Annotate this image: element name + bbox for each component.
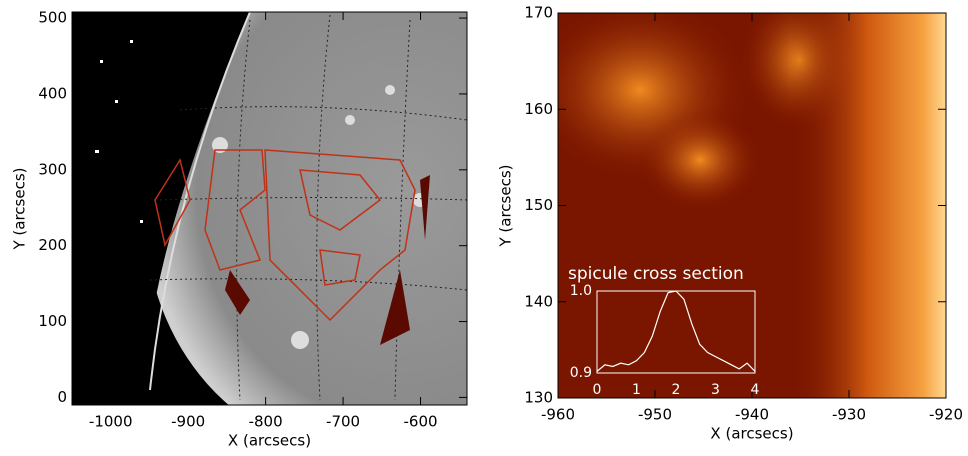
x-tick-label: 1 — [632, 382, 641, 398]
x-tick-label: -960 — [541, 406, 575, 424]
left-frame — [71, 11, 468, 406]
x-tick-label: -930 — [832, 406, 866, 424]
y-tick-label: 160 — [524, 100, 553, 118]
x-tick-label: -1000 — [89, 413, 133, 431]
y-tick-label: 200 — [38, 236, 67, 254]
y-tick-label: 170 — [524, 4, 553, 22]
y-tick-label: 100 — [38, 312, 67, 330]
y-tick-label: 1.0 — [570, 283, 592, 299]
x-tick-label: -940 — [735, 406, 769, 424]
y-tick-label: 300 — [38, 160, 67, 178]
y-tick-label: 0.9 — [570, 365, 592, 381]
profile-line — [596, 290, 756, 372]
y-tick-label: 150 — [524, 196, 553, 214]
y-axis-label: Y (arcsecs) — [11, 167, 29, 250]
x-tick-label: -600 — [404, 413, 438, 431]
x-tick-label: -800 — [249, 413, 283, 431]
y-tick-label: 140 — [524, 292, 553, 310]
x-tick-label: -950 — [638, 406, 672, 424]
x-tick-label: -700 — [326, 413, 360, 431]
x-tick-label: -920 — [929, 406, 963, 424]
right-image — [558, 13, 946, 398]
x-tick-label: 2 — [672, 382, 681, 398]
y-tick-label: 400 — [38, 84, 67, 102]
y-tick-label: 0 — [57, 388, 67, 406]
y-axis-label: Y (arcsecs) — [497, 164, 515, 247]
x-tick-label: 0 — [593, 382, 602, 398]
x-axis-label: X (arcsecs) — [228, 432, 311, 450]
x-tick-label: 4 — [751, 382, 760, 398]
y-tick-label: 500 — [38, 9, 67, 27]
y-tick-label: 130 — [524, 389, 553, 407]
x-tick-label: -900 — [171, 413, 205, 431]
x-tick-label: 3 — [711, 382, 720, 398]
x-axis-label: X (arcsecs) — [710, 425, 793, 443]
left-image — [72, 12, 467, 405]
inset-title: spicule cross section — [568, 264, 744, 284]
